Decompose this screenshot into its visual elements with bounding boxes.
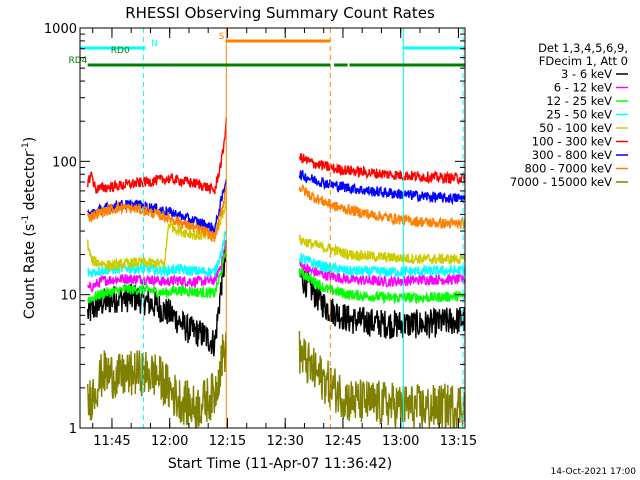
legend-entry-label: 100 - 300 keV <box>532 135 612 149</box>
legend-entry-label: 12 - 25 keV <box>546 94 612 108</box>
flag-label-s: S <box>219 32 225 42</box>
y-axis-label: Count Rate (s-1 detector-1) <box>21 137 38 319</box>
series-4 <box>87 196 465 271</box>
x-tick-label: 12:30 <box>266 434 303 449</box>
x-tick-label: 12:45 <box>324 434 361 449</box>
series-line-7 <box>298 184 465 230</box>
legend-entry-label: 800 - 7000 keV <box>524 162 612 176</box>
series-line-1 <box>299 260 465 288</box>
flag-label-n: N <box>151 39 158 49</box>
y-tick-label: 1 <box>69 422 77 437</box>
series-2 <box>87 241 465 305</box>
legend: Det 1,3,4,5,6,9,FDecim 1, Att 03 - 6 keV… <box>510 41 628 189</box>
plot-frame <box>79 27 466 429</box>
series-line-4 <box>298 234 465 265</box>
series-line-2 <box>87 241 227 304</box>
legend-entry-label: 300 - 800 keV <box>532 148 612 162</box>
legend-header: FDecim 1, Att 0 <box>539 54 628 68</box>
series-line-8 <box>87 332 227 428</box>
x-tick-label: 12:00 <box>151 434 188 449</box>
series-line-6 <box>298 170 465 206</box>
series-line-8 <box>298 330 465 428</box>
legend-entry-label: 3 - 6 keV <box>561 67 612 81</box>
legend-entry-label: 7000 - 15000 keV <box>510 175 612 189</box>
data-layer <box>87 117 465 428</box>
series-line-0 <box>87 240 227 357</box>
series-line-2 <box>298 265 465 305</box>
chart-title: RHESSI Observing Summary Count Rates <box>125 4 435 22</box>
series-line-4 <box>87 196 227 271</box>
series-1 <box>87 240 465 293</box>
y-tick-label: 10 <box>60 289 77 304</box>
x-axis-label: Start Time (11-Apr-07 11:36:42) <box>168 456 392 472</box>
series-line-1 <box>87 240 227 293</box>
footer-timestamp: 14-Oct-2021 17:00 <box>551 467 637 477</box>
series-5 <box>87 117 465 195</box>
flag-label-rd4: RD4 <box>68 56 87 66</box>
x-tick-label: 12:15 <box>209 434 246 449</box>
series-line-5 <box>87 117 227 195</box>
y-tick-label: 1000 <box>44 22 77 37</box>
series-7 <box>87 184 465 243</box>
x-tick-label: 13:15 <box>440 434 477 449</box>
axis-layer: 1 10 100 1000 11:45 12:00 12:15 12:30 12:45 13:00… <box>44 22 477 449</box>
x-tick-label: 13:00 <box>382 434 419 449</box>
series-line-0 <box>298 269 465 339</box>
legend-entry-label: 6 - 12 keV <box>554 81 612 95</box>
series-line-7 <box>87 186 227 243</box>
series-8 <box>87 330 465 428</box>
legend-entry-label: 50 - 100 keV <box>539 121 612 135</box>
series-line-5 <box>298 152 465 186</box>
legend-entry-label: 25 - 50 keV <box>546 108 612 122</box>
legend-header: Det 1,3,4,5,6,9, <box>538 41 628 55</box>
flag-label-rd0: RD0 <box>111 46 130 56</box>
series-line-3 <box>298 253 465 278</box>
x-tick-label: 11:45 <box>93 434 130 449</box>
y-tick-label: 100 <box>52 155 77 170</box>
